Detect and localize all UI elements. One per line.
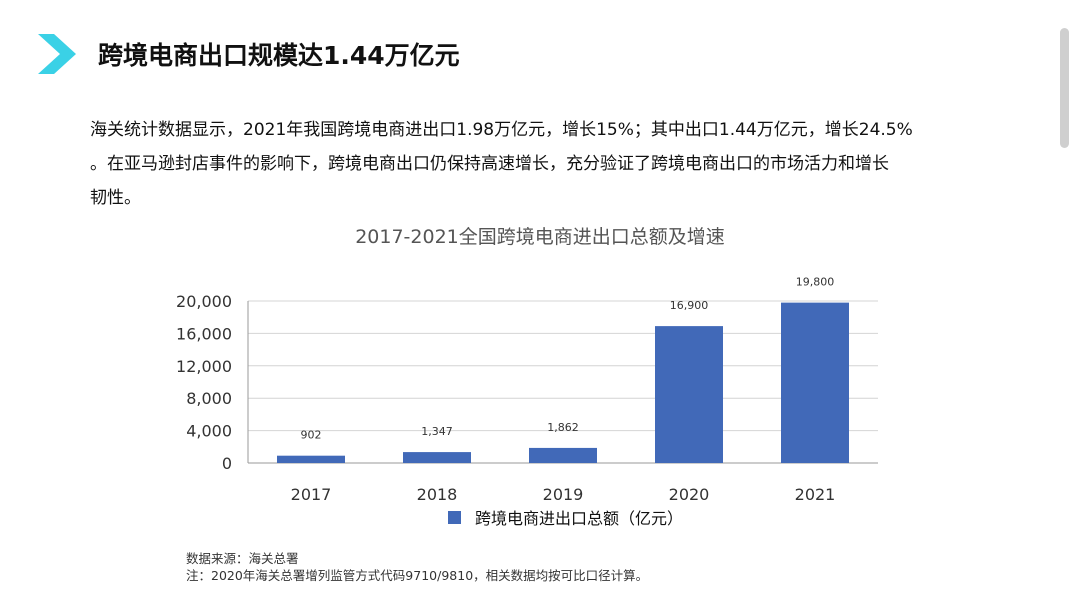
- chart-legend: 跨境电商进出口总额（亿元）: [448, 505, 683, 529]
- description-paragraph: 海关统计数据显示，2021年我国跨境电商进出口1.98万亿元，增长15%；其中出…: [90, 113, 1000, 215]
- data-label: 1,347: [421, 425, 453, 438]
- y-tick-label: 4,000: [186, 422, 232, 441]
- paragraph-line: 。在亚马逊封店事件的影响下，跨境电商出口仍保持高速增长，充分验证了跨境电商出口的…: [90, 154, 889, 174]
- chevron-icon: [38, 34, 76, 74]
- x-tick-label: 2021: [795, 485, 836, 504]
- x-tick-label: 2018: [417, 485, 458, 504]
- notes: 数据来源：海关总署 注：2020年海关总署增列监管方式代码9710/9810，相…: [186, 550, 648, 584]
- x-tick-label: 2019: [543, 485, 584, 504]
- footnote: 注：2020年海关总署增列监管方式代码9710/9810，相关数据均按可比口径计…: [186, 568, 649, 583]
- bar: [655, 326, 723, 463]
- source-note: 数据来源：海关总署: [186, 551, 299, 566]
- scrollbar[interactable]: [1060, 28, 1069, 148]
- x-tick-label: 2017: [291, 485, 332, 504]
- bar: [403, 452, 471, 463]
- y-tick-label: 0: [222, 454, 232, 473]
- paragraph-line: 海关统计数据显示，2021年我国跨境电商进出口1.98万亿元，增长15%；其中出…: [90, 120, 913, 140]
- bar: [781, 302, 849, 463]
- x-tick-label: 2020: [669, 485, 710, 504]
- data-label: 19,800: [796, 276, 835, 289]
- data-label: 902: [301, 429, 322, 442]
- y-tick-label: 12,000: [176, 357, 232, 376]
- data-label: 1,862: [547, 421, 579, 434]
- chart-title: 2017-2021全国跨境电商进出口总额及增速: [355, 226, 725, 248]
- paragraph-line: 韧性。: [90, 188, 141, 208]
- y-tick-label: 8,000: [186, 389, 232, 408]
- y-tick-label: 16,000: [176, 324, 232, 343]
- legend-label: 跨境电商进出口总额（亿元）: [475, 509, 684, 528]
- page-title: 跨境电商出口规模达1.44万亿元: [98, 41, 460, 70]
- data-label: 16,900: [670, 299, 709, 312]
- legend-swatch: [448, 510, 461, 524]
- bar: [529, 447, 597, 463]
- bar: [277, 455, 345, 463]
- y-tick-label: 20,000: [176, 292, 232, 311]
